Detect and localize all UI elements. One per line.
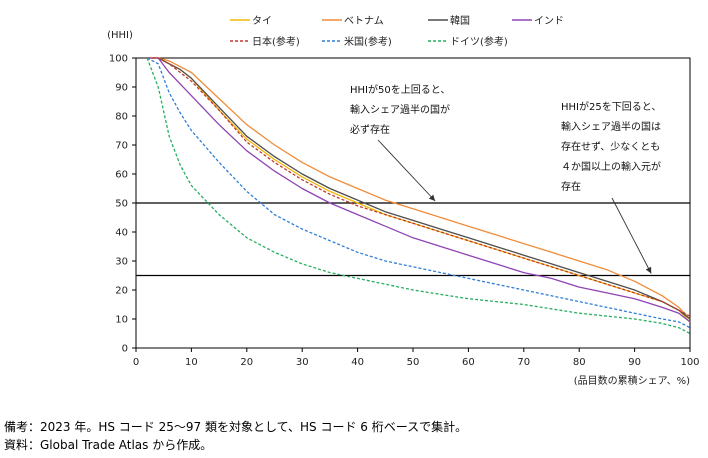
- x-tick-label: 70: [517, 357, 530, 368]
- annotation-arrowhead-1: [645, 266, 652, 274]
- legend-label-2: 韓国: [450, 15, 470, 27]
- annotation-1-line: 存在せず、少なくとも: [561, 140, 660, 153]
- series-line-1: [147, 57, 691, 320]
- series-line-6: [146, 57, 691, 335]
- y-tick-label: 100: [109, 54, 128, 65]
- legend-label-5: 米国(参考): [344, 35, 392, 48]
- y-tick-label: 60: [115, 170, 128, 181]
- x-tick-label: 60: [462, 357, 475, 368]
- y-tick-label: 0: [122, 344, 128, 355]
- x-tick-label: 50: [407, 357, 420, 368]
- y-tick-label: 90: [115, 83, 128, 94]
- annotation-arrowhead-0: [428, 194, 436, 201]
- legend-label-1: ベトナム: [344, 15, 384, 27]
- hhi-line-chart: 0 10 20 30 40 50 60 70 80 90 100 0 10 20 30 40 50 60 70 80 9…: [107, 15, 699, 387]
- annotation-0-line: HHIが50を上回ると、: [350, 83, 450, 96]
- y-axis-label: (HHI): [107, 30, 133, 41]
- annotation-0-line: 必ず存在: [350, 123, 390, 136]
- x-tick-label: 0: [133, 357, 139, 368]
- annotation-1-line: 輸入シェア過半の国は: [561, 120, 661, 133]
- x-tick-label: 90: [628, 357, 641, 368]
- x-tick-label: 10: [185, 357, 198, 368]
- x-tick-label: 40: [351, 357, 364, 368]
- annotation-arrow-0: [377, 139, 436, 202]
- footnotes: 備考：2023 年。HS コード 25〜97 類を対象として、HS コード 6 …: [4, 418, 467, 454]
- legend-label-6: ドイツ(参考): [450, 35, 508, 48]
- y-tick-label: 40: [115, 228, 128, 239]
- annotation-1-line: HHIが25を下回ると、: [561, 100, 661, 113]
- y-tick-label: 50: [115, 199, 128, 210]
- remark-note: 備考：2023 年。HS コード 25〜97 類を対象として、HS コード 6 …: [4, 420, 468, 434]
- series-line-3: [147, 57, 691, 323]
- x-tick-label: 30: [296, 357, 309, 368]
- annotation-arrow-1: [611, 197, 652, 274]
- legend-label-0: タイ: [252, 15, 272, 27]
- annotation-1-line: 存在: [561, 180, 581, 193]
- annotation-0-line: 輸入シェア過半の国が: [350, 103, 450, 116]
- series-line-4: [147, 57, 691, 317]
- y-tick-label: 30: [115, 257, 128, 268]
- annotation-1-line: ４か国以上の輸入元が: [561, 160, 661, 173]
- x-axis-label: (品目数の累積シェア、%): [574, 374, 690, 387]
- series-line-5: [146, 57, 691, 329]
- x-tick-label: 20: [240, 357, 253, 368]
- source-note: 資料：Global Trade Atlas から作成。: [4, 438, 213, 452]
- series-line-2: [147, 57, 691, 320]
- legend-label-4: 日本(参考): [252, 35, 300, 48]
- x-tick-label: 100: [680, 357, 699, 368]
- y-tick-label: 70: [115, 141, 128, 152]
- y-tick-label: 20: [115, 286, 128, 297]
- y-tick-label: 80: [115, 112, 128, 123]
- y-tick-label: 10: [115, 315, 128, 326]
- x-tick-label: 80: [573, 357, 586, 368]
- legend-label-3: インド: [534, 16, 564, 27]
